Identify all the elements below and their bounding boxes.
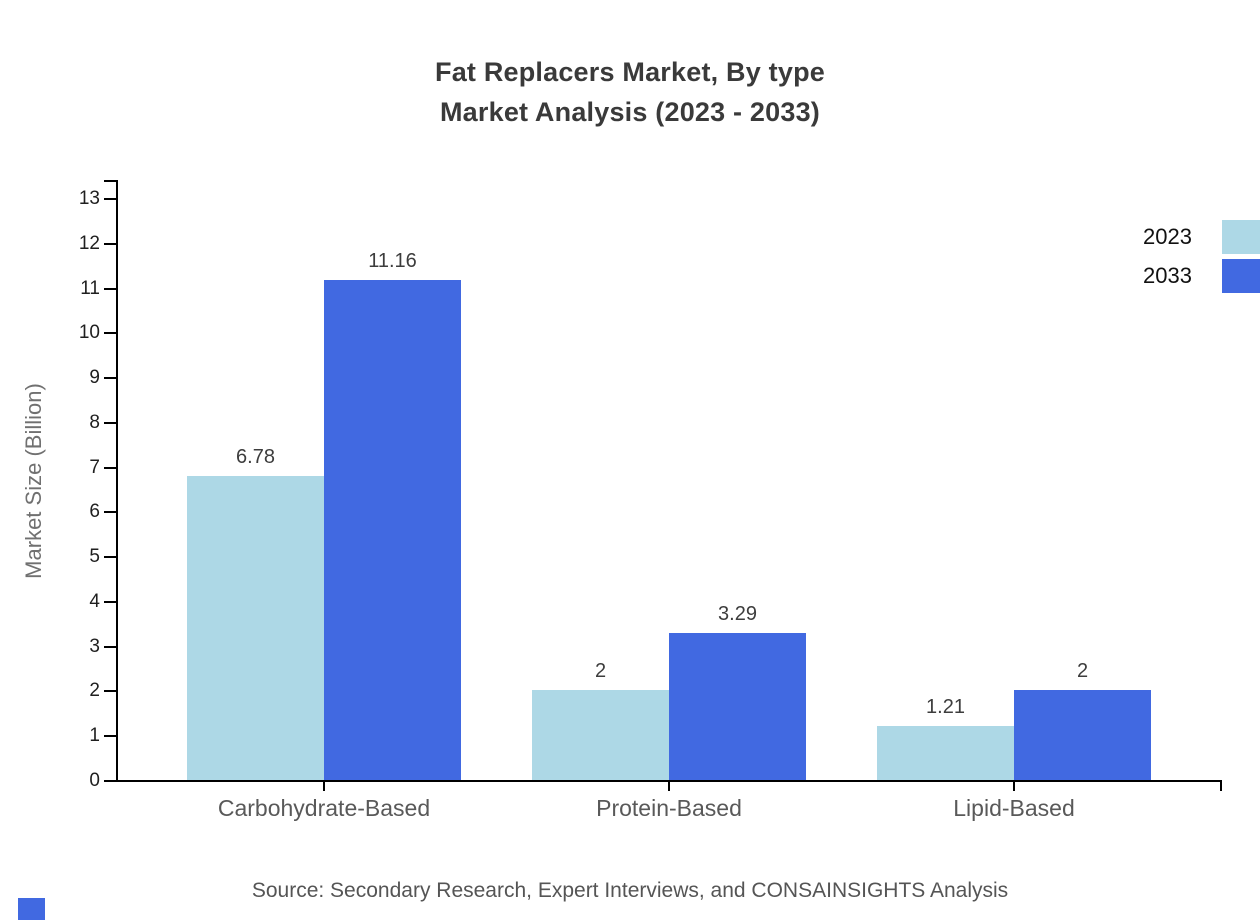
y-tick-label: 4 bbox=[89, 590, 100, 612]
source-note: Source: Secondary Research, Expert Inter… bbox=[251, 879, 1009, 902]
bar bbox=[877, 725, 1014, 780]
y-tick bbox=[104, 690, 116, 693]
y-tick bbox=[104, 511, 116, 514]
y-tick-label: 12 bbox=[78, 232, 100, 254]
y-tick-label: 1 bbox=[89, 725, 100, 747]
chart-title-line1: Fat Replacers Market, By type bbox=[435, 57, 825, 87]
y-tick-label: 11 bbox=[80, 277, 100, 299]
x-category-label: Protein-Based bbox=[596, 795, 742, 821]
legend-label: 2033 bbox=[1143, 263, 1192, 288]
x-category-label: Lipid-Based bbox=[953, 795, 1075, 821]
x-axis-line bbox=[116, 780, 1222, 782]
bar-value-label: 2 bbox=[594, 660, 607, 683]
bar bbox=[324, 280, 461, 780]
bar bbox=[669, 632, 806, 780]
y-axis-line bbox=[116, 180, 118, 782]
legend-swatch bbox=[1222, 258, 1260, 293]
y-tick-label: 6 bbox=[89, 501, 100, 523]
y-tick bbox=[104, 780, 116, 782]
y-tick bbox=[104, 600, 116, 603]
y-tick bbox=[104, 556, 116, 559]
legend-label: 2023 bbox=[1143, 224, 1192, 249]
legend-swatch bbox=[1222, 219, 1260, 254]
bar-value-label: 2 bbox=[1076, 660, 1089, 683]
y-tick-label: 7 bbox=[89, 456, 100, 478]
bar bbox=[532, 690, 669, 780]
x-tick bbox=[1013, 782, 1015, 791]
x-tick bbox=[323, 782, 325, 791]
y-tick bbox=[104, 645, 116, 648]
y-axis-title: Market Size (Billion) bbox=[21, 383, 46, 579]
x-category-label: Carbohydrate-Based bbox=[217, 795, 431, 821]
y-tick bbox=[104, 466, 116, 469]
x-tick bbox=[668, 782, 670, 791]
chart-title: Fat Replacers Market, By type Market Ana… bbox=[0, 52, 1260, 132]
y-tick bbox=[104, 735, 116, 738]
y-tick-label: 0 bbox=[89, 770, 100, 791]
y-tick-label: 5 bbox=[89, 546, 100, 568]
legend-item: 2023 bbox=[1143, 219, 1260, 254]
bar-value-label: 11.16 bbox=[368, 250, 417, 273]
y-tick bbox=[104, 377, 116, 380]
y-tick-label: 3 bbox=[89, 635, 100, 657]
watermark-square bbox=[18, 898, 45, 920]
x-axis-endcap-tick bbox=[1220, 782, 1222, 791]
y-tick bbox=[104, 198, 116, 200]
bar bbox=[1014, 690, 1151, 780]
bar-value-label: 3.29 bbox=[718, 602, 757, 625]
y-tick-label: 9 bbox=[89, 367, 100, 389]
bar-value-label: 6.78 bbox=[236, 446, 275, 469]
y-tick bbox=[104, 421, 116, 424]
y-tick-label: 2 bbox=[89, 680, 100, 702]
y-tick bbox=[104, 332, 116, 335]
legend: 2023 2033 bbox=[1143, 219, 1260, 293]
legend-item: 2033 bbox=[1143, 258, 1260, 293]
y-tick-label: 8 bbox=[89, 411, 100, 433]
y-tick-label: 13 bbox=[78, 188, 100, 209]
bar bbox=[187, 476, 324, 780]
y-tick-label: 10 bbox=[78, 322, 100, 344]
chart-title-line2: Market Analysis (2023 - 2033) bbox=[439, 97, 820, 127]
y-axis-endcap-tick bbox=[104, 180, 116, 182]
y-tick bbox=[104, 242, 116, 245]
bar-value-label: 1.21 bbox=[926, 695, 965, 718]
y-tick bbox=[104, 287, 116, 290]
